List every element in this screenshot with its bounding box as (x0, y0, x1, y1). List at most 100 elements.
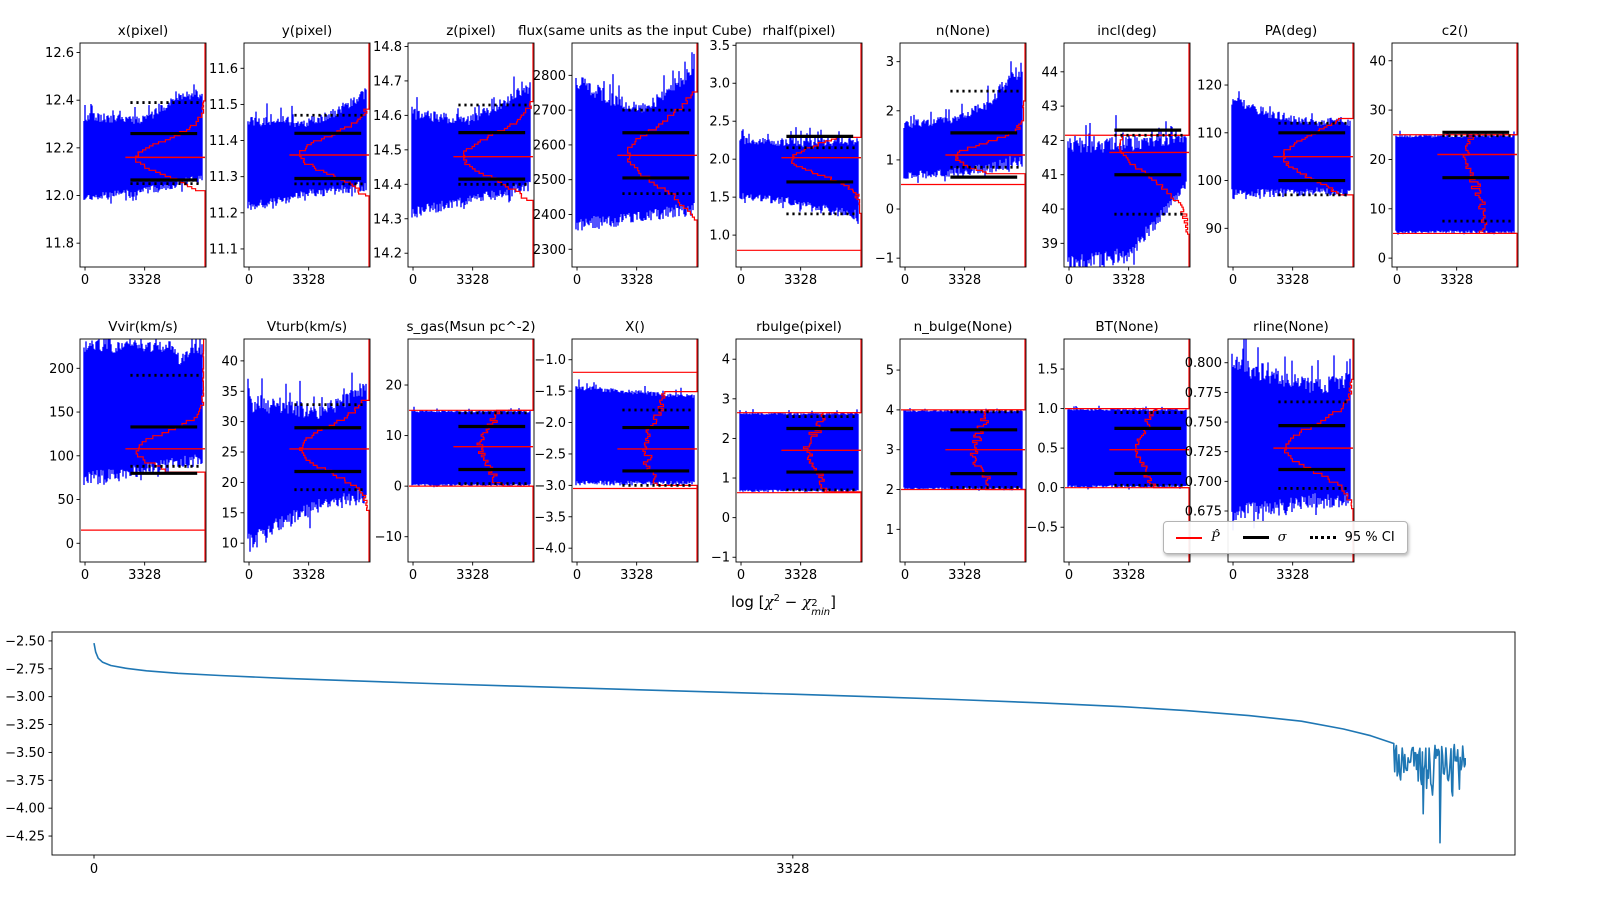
panel-title-n-bulge: n_bulge(None) (914, 319, 1013, 335)
mcmc-trace-rline (1231, 339, 1351, 531)
panel-flux: 2800 2700 2600 2500 2400 2300 0 3328 flux(same u… (518, 23, 752, 288)
y-tick-label-rline-3: 0.725 (1185, 445, 1222, 460)
x-tick-label-flux-1: 3328 (620, 273, 653, 288)
y-tick-label-rline-4: 0.700 (1185, 475, 1222, 490)
y-tick-label-rline-0: 0.800 (1185, 356, 1222, 371)
bottom-plot-title: log [χ2 − χ 2 min] (52, 593, 1515, 617)
axes-frame-rline (1227, 338, 1355, 563)
panel-incl-deg: 44 43 42 41 40 39 0 3328 incl(deg) (1041, 23, 1191, 288)
panel-vvir: 200 150 100 50 0 0 3328 Vvir(km/s) (49, 319, 207, 583)
panel-title-x-abundance: X() (625, 319, 645, 335)
y-tick-label-s-gas-1: 10 (385, 429, 402, 444)
y-tick-label-z-pixel-2: 14.6 (373, 109, 402, 124)
y-tick-label-vturb-2: 30 (221, 415, 238, 430)
panel-title-c2: c2() (1442, 23, 1469, 39)
posterior-profile-c2 (1462, 43, 1518, 267)
mcmc-trace-bt (1067, 405, 1187, 490)
y-tick-label-rline-1: 0.775 (1185, 386, 1222, 401)
y-tick-label-flux-3: 2500 (533, 173, 566, 188)
panel-rline: 0.800 0.775 0.750 0.725 0.700 0.675 0 3328 rline… (1185, 319, 1355, 583)
y-tick-label-incl-deg-1: 43 (1041, 100, 1058, 115)
title-suffix: ] (830, 593, 836, 611)
panel-title-vturb: Vturb(km/s) (267, 319, 347, 335)
y-tick-label-incl-deg-4: 40 (1041, 203, 1058, 218)
posterior-profile-vturb (299, 339, 370, 562)
x-tick-label-x-pixel-1: 3328 (128, 273, 161, 288)
panel-title-vvir: Vvir(km/s) (108, 319, 178, 335)
panel-title-flux: flux(same units as the input Cube) (518, 23, 752, 39)
mcmc-trace-rhalf-pixel (739, 127, 859, 224)
y-tick-label-bt-1: 1.0 (1037, 402, 1058, 417)
y-tick-label-rbulge-pixel-2: 2 (722, 432, 730, 447)
axes-frame-n-bulge (899, 338, 1027, 563)
y-tick-label-rbulge-pixel-3: 1 (722, 472, 730, 487)
y-tick-label-n-bulge-3: 2 (886, 483, 894, 498)
y-tick-label-flux-5: 2300 (533, 243, 566, 258)
legend: P̂ σ 95 % CI (1163, 521, 1408, 554)
y-tick-label-pa-deg-1: 110 (1197, 126, 1222, 141)
y-tick-label-n-none-4: −1 (875, 252, 894, 267)
x-tick-label-rline-0: 0 (1229, 568, 1237, 583)
axes-frame-vvir (79, 338, 207, 563)
panel-title-rhalf-pixel: rhalf(pixel) (762, 23, 835, 39)
conv-y-tick-label-5: −3.75 (5, 774, 45, 789)
x-tick-label-bt-1: 3328 (1112, 568, 1145, 583)
panel-title-pa-deg: PA(deg) (1265, 23, 1318, 39)
mcmc-trace-pa-deg (1231, 91, 1351, 200)
y-tick-label-incl-deg-2: 42 (1041, 134, 1058, 149)
posterior-profile-x-pixel (135, 43, 206, 267)
axes-frame-vturb (243, 338, 371, 563)
ci-dotted-swatch (1309, 536, 1336, 539)
panel-bt: 1.5 1.0 0.5 0.0 −0.5 0 3328 BT(None) (1026, 319, 1191, 583)
panel-s-gas: 20 10 0 −10 0 3328 s_gas(Msun pc^-2) (375, 319, 536, 583)
panel-n-none: 3 2 1 0 −1 0 3328 n(None) (875, 23, 1027, 288)
mcmc-trace-y-pixel (247, 88, 367, 210)
title-minus: − (780, 593, 803, 611)
posterior-profile-rbulge-pixel (802, 339, 862, 562)
posterior-profile-vvir (135, 339, 206, 562)
y-tick-label-rbulge-pixel-1: 3 (722, 392, 730, 407)
axes-frame-pa-deg (1227, 42, 1355, 268)
y-tick-label-x-abundance-3: −2.5 (534, 447, 566, 462)
y-tick-label-rline-5: 0.675 (1185, 504, 1222, 519)
sigma-legend-label: σ (1277, 530, 1287, 545)
panel-rbulge-pixel: 4 3 2 1 0 −1 0 3328 rbulge(pixel) (711, 319, 863, 583)
panel-title-z-pixel: z(pixel) (446, 23, 496, 39)
x-tick-label-c2-1: 3328 (1440, 273, 1473, 288)
y-tick-label-flux-0: 2800 (533, 69, 566, 84)
y-tick-label-z-pixel-5: 14.3 (373, 212, 402, 227)
y-tick-label-x-pixel-0: 12.6 (45, 46, 74, 61)
mcmc-trace-vvir (83, 339, 203, 485)
y-tick-label-incl-deg-5: 39 (1041, 237, 1058, 252)
pdf-legend-label: P̂ (1211, 530, 1220, 545)
y-tick-label-vvir-1: 150 (49, 406, 74, 421)
chi2-convergence-line (93, 642, 1466, 844)
y-tick-label-n-none-2: 1 (886, 153, 894, 168)
conv-y-tick-label-6: −4.00 (5, 802, 45, 817)
axes-frame-c2 (1391, 42, 1519, 268)
y-tick-label-rhalf-pixel-2: 2.5 (709, 115, 730, 130)
x-tick-label-vvir-1: 3328 (128, 568, 161, 583)
y-tick-label-rbulge-pixel-0: 4 (722, 353, 730, 368)
y-tick-label-pa-deg-3: 90 (1205, 222, 1222, 237)
y-tick-label-rhalf-pixel-3: 2.0 (709, 153, 730, 168)
x-tick-label-vturb-1: 3328 (292, 568, 325, 583)
panel-x-pixel: 12.6 12.4 12.2 12.0 11.8 0 3328 x(pixel) (45, 23, 207, 288)
sigma-line-swatch (1242, 536, 1269, 539)
y-tick-label-bt-3: 0.0 (1037, 481, 1058, 496)
panel-z-pixel: 14.8 14.7 14.6 14.5 14.4 14.3 14.2 0 3328 z(pixel… (373, 23, 535, 288)
x-tick-label-y-pixel-1: 3328 (292, 273, 325, 288)
y-tick-label-vturb-0: 40 (221, 354, 238, 369)
y-tick-label-s-gas-2: 0 (394, 480, 402, 495)
conv-y-tick-label-0: −2.50 (5, 634, 45, 649)
panel-title-rline: rline(None) (1253, 319, 1329, 335)
y-tick-label-vturb-6: 10 (221, 537, 238, 552)
chi-min-subscript: min (811, 606, 831, 618)
y-tick-label-bt-2: 0.5 (1037, 442, 1058, 457)
x-tick-label-pa-deg-1: 3328 (1276, 273, 1309, 288)
y-tick-label-vturb-3: 25 (221, 446, 238, 461)
y-tick-label-rline-2: 0.750 (1185, 416, 1222, 431)
y-tick-label-n-bulge-0: 5 (886, 364, 894, 379)
conv-y-tick-label-3: −3.25 (5, 718, 45, 733)
